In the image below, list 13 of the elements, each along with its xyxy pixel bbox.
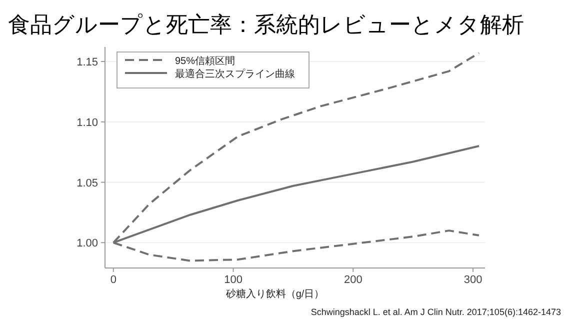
x-tick-label: 200 <box>344 274 362 286</box>
y-tick-label: 1.15 <box>76 56 98 68</box>
y-tick-label: 1.10 <box>76 116 98 129</box>
legend-label: 95%信頼区間 <box>175 55 236 67</box>
x-tick-label: 300 <box>464 274 482 286</box>
legend-label: 最適合三次スプライン曲線 <box>175 68 295 80</box>
y-tick-label: 1.05 <box>76 177 98 190</box>
text: Schwingshackl L. et al. Am J Clin Nutr. 2017;105(6):1462-1473 <box>310 307 561 317</box>
y-tick-label: 1.00 <box>76 238 98 250</box>
x-axis-title: 砂糖入り飲料（g/日） <box>224 288 324 300</box>
x-tick-label: 0 <box>110 274 116 286</box>
x-tick-label: 100 <box>224 274 242 286</box>
chart-title: 食品グループと死亡率：系統的レビューとメタ解析 <box>8 12 524 37</box>
